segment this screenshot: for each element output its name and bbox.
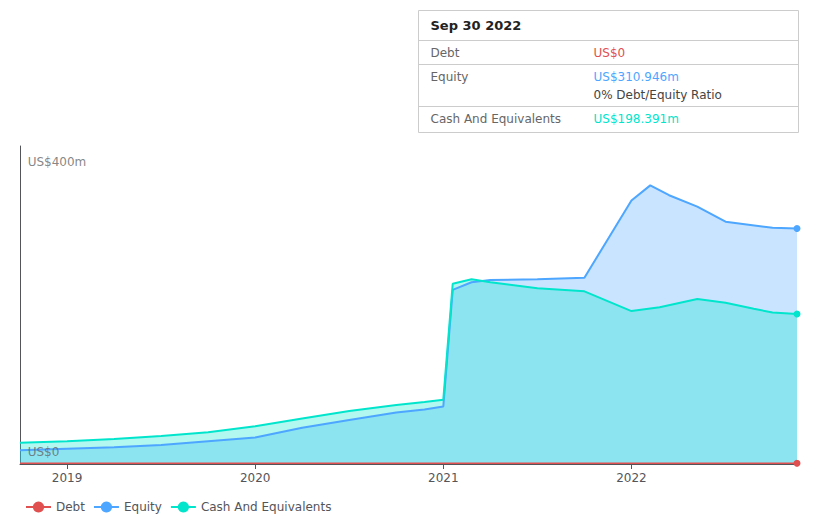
svg-text:0% Debt/Equity Ratio: 0% Debt/Equity Ratio: [594, 88, 722, 102]
svg-text:Sep 30 2022: Sep 30 2022: [431, 18, 522, 33]
svg-text:Cash And Equivalents: Cash And Equivalents: [201, 500, 332, 514]
svg-text:Equity: Equity: [124, 500, 162, 514]
svg-text:US$0: US$0: [594, 46, 626, 60]
svg-text:Cash And Equivalents: Cash And Equivalents: [431, 112, 562, 126]
svg-text:2019: 2019: [52, 471, 83, 485]
svg-text:US$400m: US$400m: [28, 155, 87, 169]
svg-text:Debt: Debt: [431, 46, 460, 60]
svg-text:Debt: Debt: [56, 500, 85, 514]
svg-text:2022: 2022: [616, 471, 647, 485]
svg-text:US$198.391m: US$198.391m: [594, 112, 679, 126]
svg-text:2020: 2020: [240, 471, 271, 485]
svg-text:Equity: Equity: [431, 70, 469, 84]
svg-text:US$0: US$0: [28, 445, 60, 459]
svg-text:2021: 2021: [428, 471, 459, 485]
svg-text:US$310.946m: US$310.946m: [594, 70, 679, 84]
